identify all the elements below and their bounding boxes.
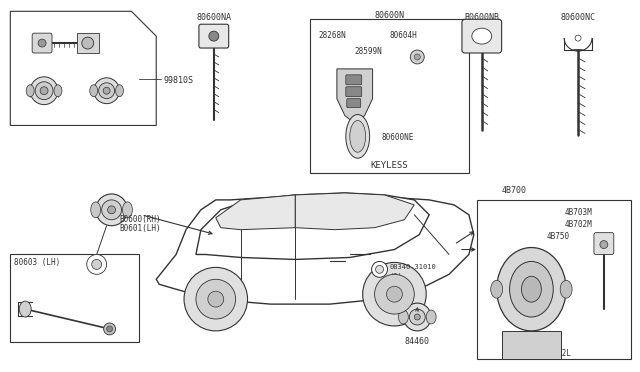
Circle shape (403, 303, 431, 331)
Circle shape (196, 279, 236, 319)
Text: X998002L: X998002L (535, 349, 572, 358)
Text: 80603 (LH): 80603 (LH) (14, 259, 61, 267)
Polygon shape (10, 11, 156, 125)
Text: 28599N: 28599N (355, 47, 383, 56)
Circle shape (96, 194, 127, 226)
Ellipse shape (426, 310, 436, 324)
Text: 84460: 84460 (404, 337, 430, 346)
FancyBboxPatch shape (462, 19, 502, 53)
Circle shape (40, 87, 48, 95)
Ellipse shape (472, 28, 492, 44)
Text: 80600NC: 80600NC (561, 13, 596, 22)
Text: KEYLESS: KEYLESS (371, 161, 408, 170)
FancyBboxPatch shape (346, 75, 362, 85)
Text: (2): (2) (390, 272, 402, 279)
Circle shape (184, 267, 248, 331)
Polygon shape (216, 195, 295, 230)
Ellipse shape (491, 280, 502, 298)
Text: 4B702M: 4B702M (564, 220, 592, 229)
Circle shape (410, 309, 425, 325)
Text: 4B700: 4B700 (502, 186, 527, 195)
FancyBboxPatch shape (346, 87, 362, 97)
Text: 4B750: 4B750 (547, 232, 570, 241)
Text: 28268N: 28268N (318, 31, 346, 40)
Circle shape (363, 262, 426, 326)
Ellipse shape (399, 310, 408, 324)
Ellipse shape (19, 301, 31, 317)
Circle shape (414, 314, 420, 320)
Circle shape (414, 54, 420, 60)
Text: 80604H: 80604H (390, 31, 417, 40)
Circle shape (102, 200, 122, 220)
Circle shape (99, 83, 115, 99)
Circle shape (376, 265, 383, 273)
FancyBboxPatch shape (199, 24, 228, 48)
Circle shape (575, 35, 581, 41)
Circle shape (103, 87, 110, 94)
Text: 80600NE: 80600NE (381, 134, 414, 142)
Polygon shape (156, 195, 474, 304)
Polygon shape (295, 193, 414, 230)
Circle shape (600, 241, 608, 248)
Polygon shape (196, 193, 429, 259)
Text: 80600NA: 80600NA (196, 13, 231, 22)
Ellipse shape (91, 202, 100, 218)
Bar (10, 254, 140, 342)
Ellipse shape (346, 115, 370, 158)
Text: 99810S: 99810S (163, 76, 193, 85)
Circle shape (30, 77, 58, 105)
Ellipse shape (122, 202, 132, 218)
Circle shape (108, 206, 116, 214)
Circle shape (38, 39, 46, 47)
Circle shape (82, 37, 93, 49)
Text: B0600NB: B0600NB (464, 13, 499, 22)
Circle shape (410, 50, 424, 64)
Circle shape (35, 82, 53, 100)
Ellipse shape (560, 280, 572, 298)
Circle shape (104, 323, 116, 335)
Ellipse shape (116, 85, 124, 97)
Ellipse shape (54, 85, 62, 97)
Ellipse shape (509, 262, 553, 317)
Circle shape (387, 286, 403, 302)
Circle shape (372, 262, 387, 277)
Bar (77, 33, 99, 53)
Circle shape (87, 254, 107, 274)
Bar (310, 19, 469, 173)
Text: 08340-31010: 08340-31010 (390, 264, 436, 270)
Circle shape (107, 326, 113, 332)
Circle shape (208, 291, 224, 307)
Bar (502, 331, 561, 359)
Polygon shape (337, 69, 372, 124)
Ellipse shape (522, 276, 541, 302)
Text: 4B703M: 4B703M (564, 208, 592, 217)
Ellipse shape (350, 121, 365, 152)
Circle shape (93, 78, 120, 104)
Text: 80600N: 80600N (374, 11, 404, 20)
Ellipse shape (26, 85, 34, 97)
Circle shape (92, 259, 102, 269)
Bar (477, 200, 630, 359)
Text: B0601(LH): B0601(LH) (120, 224, 161, 233)
Ellipse shape (90, 85, 98, 97)
Circle shape (209, 31, 219, 41)
Text: B0600(RH): B0600(RH) (120, 215, 161, 224)
Circle shape (374, 274, 414, 314)
Ellipse shape (497, 247, 566, 331)
FancyBboxPatch shape (594, 232, 614, 254)
FancyBboxPatch shape (347, 99, 361, 108)
FancyBboxPatch shape (32, 33, 52, 53)
